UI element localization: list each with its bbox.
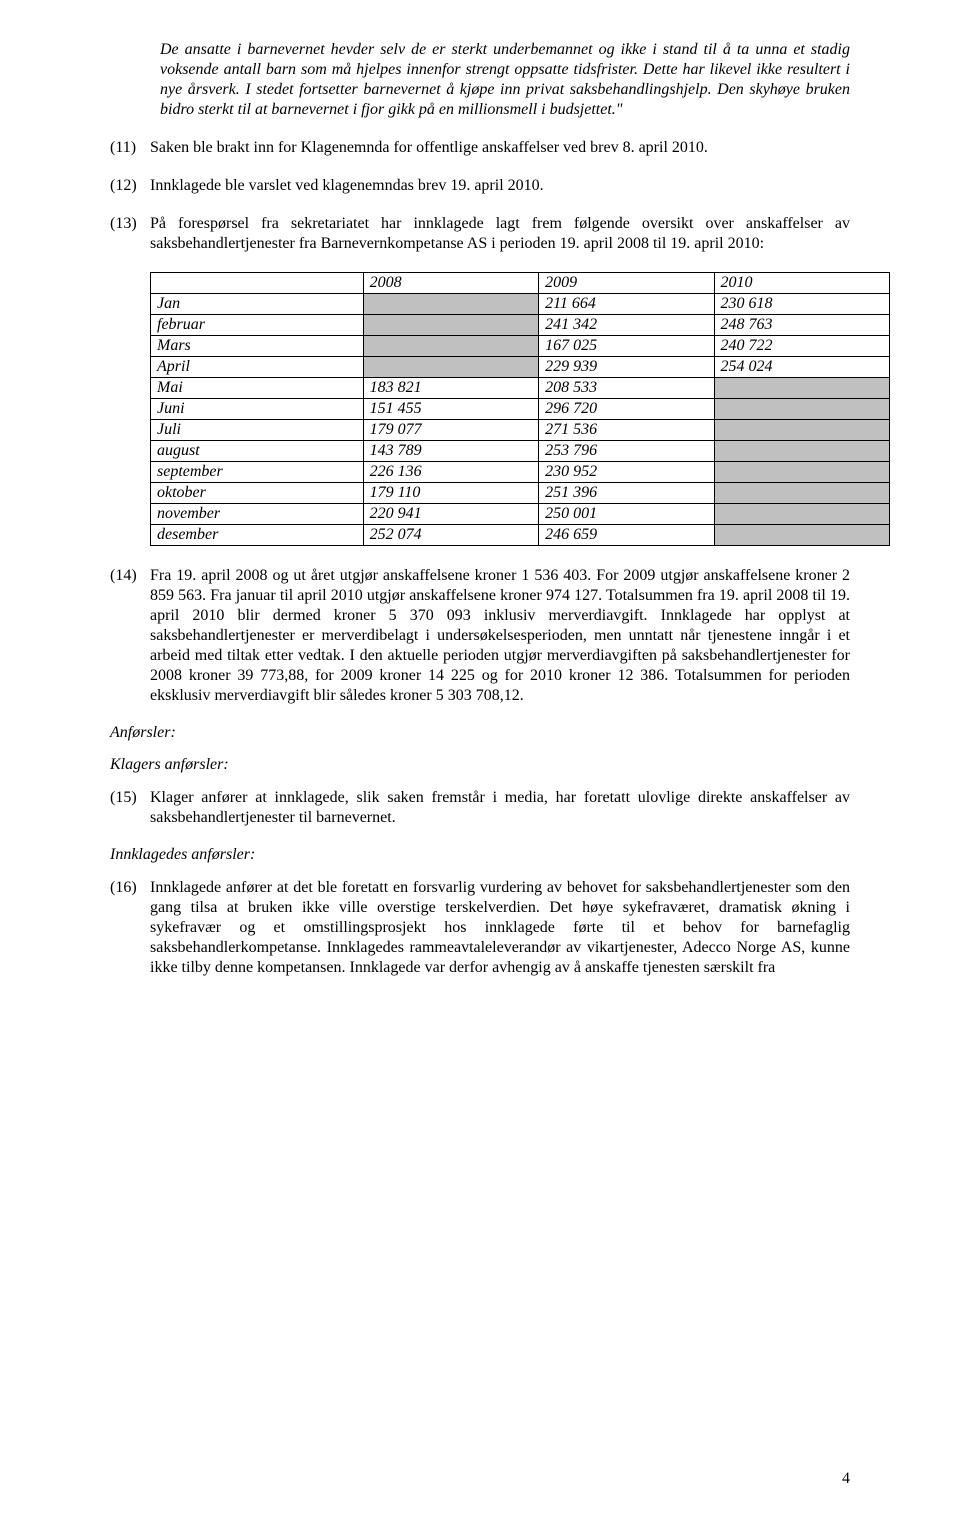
table-cell-2010 [714,399,889,420]
table-row: Jan 211 664230 618 [151,294,890,315]
table-cell-2009: 251 396 [539,483,714,504]
paragraph-14: (14) Fra 19. april 2008 og ut året utgjø… [110,566,850,706]
anforsler-heading: Anførsler: [110,724,850,742]
paragraph-number: (13) [110,214,150,254]
table-cell-2010 [714,525,889,546]
table-cell-month: Juni [151,399,364,420]
table-cell-month: oktober [151,483,364,504]
table-cell-2010 [714,420,889,441]
table-cell-month: august [151,441,364,462]
table-cell-2008: 226 136 [363,462,538,483]
paragraph-number: (14) [110,566,150,706]
table-row: April 229 939254 024 [151,357,890,378]
paragraph-number: (12) [110,176,150,196]
table-row: februar 241 342248 763 [151,315,890,336]
table-cell-2010 [714,504,889,525]
table-cell-2008 [363,357,538,378]
table-cell-2009: 167 025 [539,336,714,357]
purchases-table: 2008 2009 2010 Jan 211 664230 618 februar 2… [150,272,890,546]
table-row: Mai183 821208 533 [151,378,890,399]
paragraph-text: Klager anfører at innklagede, slik saken… [150,788,850,828]
table-cell-2010: 254 024 [714,357,889,378]
table-row: Juli179 077271 536 [151,420,890,441]
paragraph-number: (11) [110,138,150,158]
table-cell-month: April [151,357,364,378]
table-cell-month: september [151,462,364,483]
paragraph-text: Saken ble brakt inn for Klagenemnda for … [150,138,850,158]
table-row: desember252 074246 659 [151,525,890,546]
paragraph-15: (15) Klager anfører at innklagede, slik … [110,788,850,828]
table-row: Mars 167 025240 722 [151,336,890,357]
table-cell-2009: 208 533 [539,378,714,399]
table-cell-2008: 179 077 [363,420,538,441]
table-cell-2008 [363,315,538,336]
quoted-paragraph: De ansatte i barnevernet hevder selv de … [160,40,850,120]
table-cell-2009: 241 342 [539,315,714,336]
table-cell-2010: 230 618 [714,294,889,315]
table-cell-month: Juli [151,420,364,441]
table-cell-2008: 183 821 [363,378,538,399]
table-row: september226 136230 952 [151,462,890,483]
table-cell-2008: 179 110 [363,483,538,504]
paragraph-number: (15) [110,788,150,828]
table-cell-2008: 143 789 [363,441,538,462]
paragraph-11: (11) Saken ble brakt inn for Klagenemnda… [110,138,850,158]
paragraph-16: (16) Innklagede anfører at det ble foret… [110,878,850,978]
klagers-anforsler-heading: Klagers anførsler: [110,756,850,774]
table-cell-2008 [363,294,538,315]
table-row: Juni151 455296 720 [151,399,890,420]
table-header-cell: 2009 [539,273,714,294]
table-header-cell: 2010 [714,273,889,294]
table-cell-2010 [714,483,889,504]
table-header-cell [151,273,364,294]
paragraph-12: (12) Innklagede ble varslet ved klagenem… [110,176,850,196]
table-cell-2010 [714,462,889,483]
table-cell-2010 [714,441,889,462]
table-row: november220 941250 001 [151,504,890,525]
table-cell-month: desember [151,525,364,546]
page-number: 4 [842,1470,850,1488]
table-cell-month: november [151,504,364,525]
table-cell-2010: 248 763 [714,315,889,336]
document-page: De ansatte i barnevernet hevder selv de … [0,0,960,1518]
table-cell-2009: 253 796 [539,441,714,462]
table-cell-2009: 296 720 [539,399,714,420]
table-header-row: 2008 2009 2010 [151,273,890,294]
paragraph-text: Fra 19. april 2008 og ut året utgjør ans… [150,566,850,706]
paragraph-text: Innklagede ble varslet ved klagenemndas … [150,176,850,196]
paragraph-13: (13) På forespørsel fra sekretariatet ha… [110,214,850,254]
table-cell-2010: 240 722 [714,336,889,357]
table-row: august143 789253 796 [151,441,890,462]
paragraph-number: (16) [110,878,150,978]
table-cell-2009: 250 001 [539,504,714,525]
table-cell-month: Mars [151,336,364,357]
table-cell-2009: 271 536 [539,420,714,441]
table-cell-2008: 220 941 [363,504,538,525]
table-cell-month: februar [151,315,364,336]
innklagedes-anforsler-heading: Innklagedes anførsler: [110,846,850,864]
table-cell-2009: 230 952 [539,462,714,483]
table-cell-2009: 246 659 [539,525,714,546]
table-row: oktober179 110251 396 [151,483,890,504]
table-cell-2008: 151 455 [363,399,538,420]
paragraph-text: På forespørsel fra sekretariatet har inn… [150,214,850,254]
table-cell-2008 [363,336,538,357]
table-cell-2008: 252 074 [363,525,538,546]
paragraph-text: Innklagede anfører at det ble foretatt e… [150,878,850,978]
table-cell-2009: 229 939 [539,357,714,378]
table-cell-2010 [714,378,889,399]
table-header-cell: 2008 [363,273,538,294]
table-cell-month: Mai [151,378,364,399]
table-cell-month: Jan [151,294,364,315]
table-cell-2009: 211 664 [539,294,714,315]
